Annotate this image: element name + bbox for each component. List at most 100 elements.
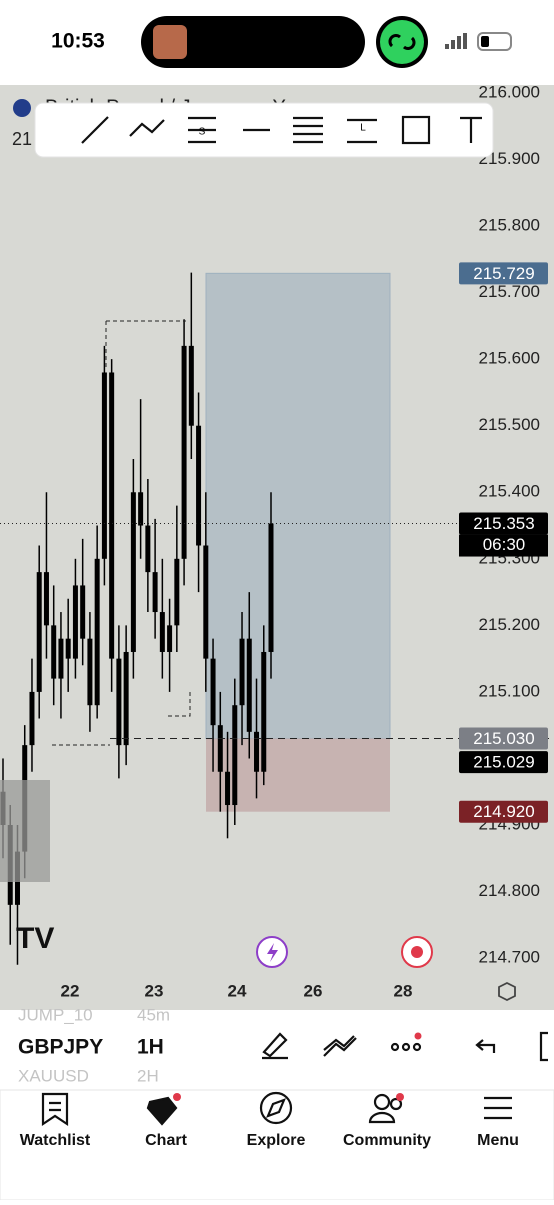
candle-body [51,625,57,679]
signal [445,33,467,49]
link-icon [388,34,416,50]
symbol-name[interactable]: JUMP_10 [18,1005,93,1024]
countdown: 06:30 [483,535,526,554]
record-dot [411,946,423,958]
y-tick-label: 215.900 [479,149,540,168]
tab-label[interactable]: Chart [145,1132,187,1149]
candle-body [210,658,216,726]
badge [414,1032,422,1040]
y-tick-label: 215.100 [479,681,540,700]
symbol-name[interactable]: GBPJPY [18,1036,103,1059]
bid-tag [459,751,548,774]
y-tick-label: 215.600 [479,349,540,368]
candle-body [138,492,144,526]
candle-body [196,425,202,546]
candle-body [152,572,158,613]
symbol-name[interactable]: XAUUSD [18,1066,89,1085]
candle-body [58,638,64,679]
symbol-bar-icons [262,1031,548,1062]
candle-body [145,525,151,573]
stop-label: 214.920 [473,802,534,821]
toolbar-label: S [199,127,206,138]
candle-body [159,612,165,652]
candle-body [181,345,187,559]
candle-body [87,638,93,706]
symbols: JUMP_10 45m GBPJPY 1H XAUUSD 2H [18,1005,170,1085]
battery-level [481,36,489,47]
price-prefix: 21 [12,129,32,149]
badge [396,1093,404,1101]
y-tick-label: 214.700 [479,948,540,967]
stop-tag [459,800,548,823]
flash-icon [267,943,278,962]
dynamic-island [141,16,365,68]
chart: 216.000 215.900 215.800 215.700 215.600 215.5… [0,82,554,1000]
entry-tag [459,727,548,750]
drawing [52,320,191,746]
candle-body [94,558,100,706]
candle-body [123,651,129,746]
y-tick-label: 216.000 [479,82,540,101]
candle-body [225,771,231,806]
logo: TV [16,922,54,955]
candle-body [43,572,49,626]
x-tick-label: 23 [145,981,164,1000]
countdown-tag [459,534,548,557]
x-tick-label: 26 [304,981,323,1000]
app-thumb [153,25,187,59]
candle-body [203,545,209,659]
symbol-interval[interactable]: 2H [137,1066,159,1085]
range-box [0,780,50,882]
flag [13,99,31,117]
tab-label[interactable]: Explore [247,1132,306,1149]
badge [173,1093,181,1101]
symbol-interval[interactable]: 1H [137,1036,164,1059]
candle-body [167,625,173,652]
candle-body [188,345,194,426]
settings-icon[interactable] [498,981,516,1002]
y-tick-label: 215.800 [479,216,540,235]
y-tick-label: 215.500 [479,415,540,434]
target-label: 215.729 [473,264,534,283]
toolbar-label: L [360,123,366,134]
y-tick-label: 215.400 [479,482,540,501]
candle-body [239,638,245,706]
candle-body [261,651,267,772]
candle-body [217,725,223,772]
target-tag [459,262,548,285]
tab-label[interactable]: Watchlist [20,1132,91,1149]
candle-body [65,638,71,659]
candle-body [109,372,115,659]
y-tick-label: 215.700 [479,282,540,301]
candle-body [174,558,180,626]
target-zone [205,272,391,739]
toolbar-icons [81,115,482,145]
y-tick-label: 214.800 [479,881,540,900]
tabs: Watchlist Chart Explore Community Menu [20,1132,519,1149]
bid-label: 215.029 [473,753,534,772]
candle-body [101,372,107,559]
candle-body [246,638,252,732]
tab-label[interactable]: Community [343,1132,431,1149]
tab-icons [41,1091,512,1127]
entry-label: 215.030 [473,729,534,748]
candle-body [130,492,136,652]
last-price-label: 215.353 [473,514,534,533]
candle-body [29,691,35,746]
x-tick-label: 22 [61,981,80,1000]
x-tick-label: 24 [228,981,247,1000]
tab-label[interactable]: Menu [477,1132,519,1149]
x-tick-label: 28 [394,981,413,1000]
clock: 10:53 [51,30,105,53]
candle-body [268,523,274,652]
candle-body [232,705,238,806]
y-tick-label: 215.200 [479,615,540,634]
candle-body [116,658,122,746]
last-price-tag [459,512,548,535]
candle-body [80,585,86,639]
battery [477,32,512,51]
symbol-interval[interactable]: 45m [137,1005,170,1024]
candle-body [36,572,42,692]
candle-body [254,731,260,772]
